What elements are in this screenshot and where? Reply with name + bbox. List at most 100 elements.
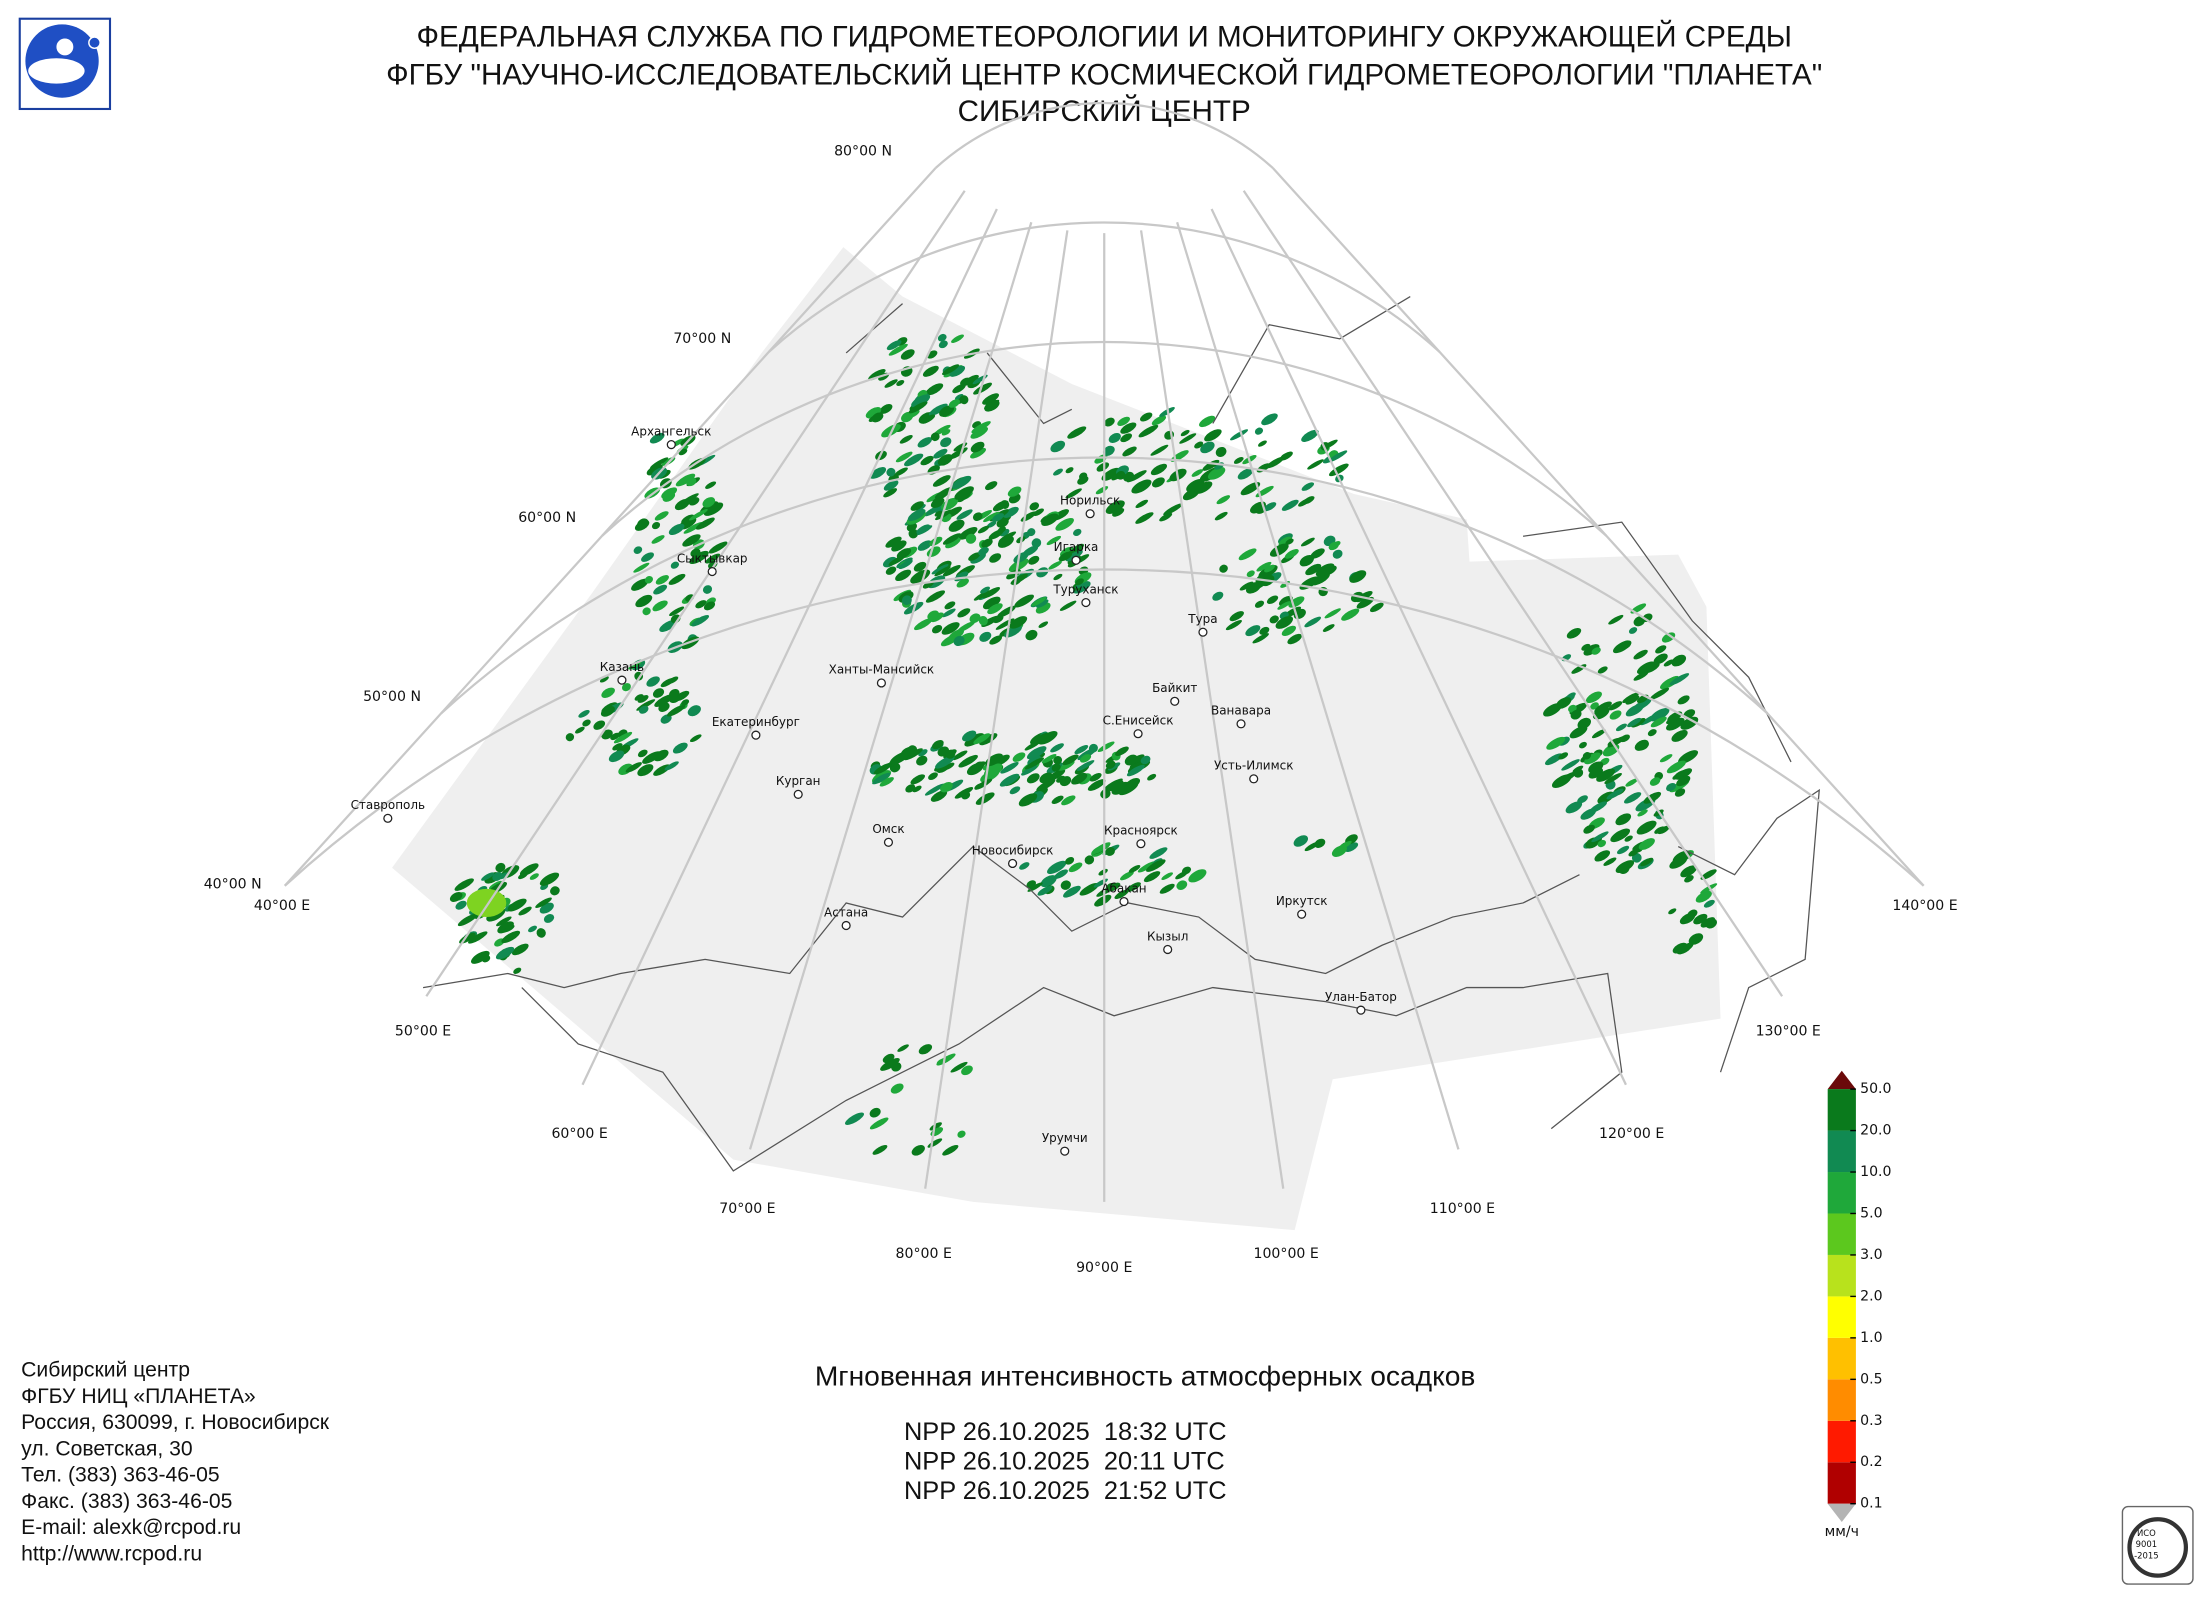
precip-cell <box>1084 855 1095 865</box>
precip-cell <box>1041 754 1057 764</box>
meridian-line <box>1272 167 1925 887</box>
precip-cell <box>672 742 688 754</box>
precip-cell <box>949 365 966 377</box>
precip-cell <box>972 512 983 521</box>
precip-cell <box>932 475 951 487</box>
precip-cell <box>922 365 939 377</box>
precip-cell <box>1356 596 1375 609</box>
precip-cell <box>939 405 955 417</box>
city-marker <box>1007 858 1018 869</box>
precip-cell <box>993 754 1010 766</box>
precip-cell <box>1076 760 1095 771</box>
precip-cell <box>1216 495 1231 505</box>
precip-cell <box>1703 899 1715 908</box>
precip-cell <box>988 529 1004 540</box>
coastline <box>845 295 1792 763</box>
city-label: Иркутск <box>1276 894 1328 908</box>
precip-cell <box>1009 616 1028 629</box>
precip-cell <box>1585 691 1602 704</box>
precip-cell <box>1565 801 1583 814</box>
precip-cell <box>982 587 1001 599</box>
labels: 80°00 N 70°00 N 60°00 N 50°00 N 40°00 N 40°00… <box>204 143 1958 1276</box>
precip-cell <box>879 777 894 787</box>
precip-cell <box>948 399 960 408</box>
precip-cell <box>689 550 709 565</box>
precip-cell <box>1671 654 1687 667</box>
precip-cell <box>705 481 717 489</box>
precip-cell <box>1591 729 1606 739</box>
precip-cell <box>1680 716 1699 730</box>
precip-cell <box>1101 467 1121 481</box>
precip-cell <box>1281 625 1297 636</box>
precip-cell <box>890 1083 904 1094</box>
precip-cell <box>1230 429 1249 441</box>
meridian-label: 110°00 E <box>1430 1201 1495 1217</box>
precip-cell <box>913 561 927 572</box>
certificate: ИСО 9001 -2015 <box>2121 1505 2194 1585</box>
city-marker <box>1297 909 1307 919</box>
precip-cell <box>1065 467 1074 474</box>
precip-cell <box>940 437 952 448</box>
precip-cell <box>910 501 924 511</box>
precip-cell <box>924 505 941 517</box>
precip-cell <box>518 872 528 880</box>
precip-cell <box>1581 643 1591 651</box>
precip-cell <box>1126 882 1141 892</box>
precip-cell <box>1263 502 1277 512</box>
precip-cell <box>1071 772 1088 785</box>
precip-cell <box>1676 775 1691 787</box>
city-marker <box>1249 774 1259 784</box>
precip-cell <box>1140 412 1153 422</box>
colorbar-label: 10.0 <box>1860 1164 1891 1180</box>
contact-line: Тел. (383) 363-46-05 <box>21 1464 219 1487</box>
precip-cell <box>497 921 514 934</box>
precip-cell <box>703 502 724 516</box>
precip-cell <box>1638 838 1655 850</box>
precip-cell <box>989 553 1002 563</box>
certificate-text: -2015 <box>2134 1550 2159 1560</box>
precip-cell <box>929 1122 942 1131</box>
precip-cell <box>1369 602 1384 613</box>
pass-line: NPP 26.10.2025 18:32 UTC <box>904 1418 1227 1446</box>
precip-cell <box>954 486 974 500</box>
precip-cell <box>682 534 701 547</box>
precip-cell <box>1561 759 1580 771</box>
precip-cell <box>888 555 905 566</box>
precip-cell <box>1131 479 1152 494</box>
precip-cell <box>468 931 488 944</box>
precip-cell <box>1035 602 1051 614</box>
precip-cell <box>1254 600 1265 608</box>
certificate-text: ИСО <box>2137 1528 2156 1538</box>
precip-cell <box>1079 754 1091 763</box>
precip-cell <box>907 508 926 522</box>
precip-cell <box>1281 499 1299 511</box>
precip-cell <box>1344 842 1359 853</box>
precip-cell <box>1059 776 1072 787</box>
precip-cell <box>1607 736 1626 748</box>
precip-cell <box>535 897 552 909</box>
precip-cell <box>661 487 678 499</box>
precip-cell <box>637 764 654 777</box>
city-label: Ставрополь <box>351 798 426 812</box>
precip-cell <box>1140 755 1151 765</box>
precip-cell <box>880 1058 900 1071</box>
precip-cell <box>912 785 922 793</box>
precip-cell <box>1666 715 1679 725</box>
precip-cell <box>686 477 697 487</box>
precip-cell <box>925 590 946 603</box>
precip-cell <box>1060 880 1071 890</box>
city-label: Улан-Батор <box>1325 990 1397 1004</box>
precip-cell <box>634 520 650 531</box>
precip-cell <box>1036 567 1049 578</box>
precip-cell <box>900 349 915 360</box>
precip-cell <box>898 559 913 570</box>
precip-cell <box>1100 789 1111 799</box>
precip-cell <box>1036 599 1049 608</box>
precip-cell <box>1120 422 1137 434</box>
precip-cell <box>1007 486 1022 497</box>
precip-cell <box>1147 773 1157 781</box>
precip-cell <box>690 548 701 558</box>
contact-block: Сибирский центр ФГБУ НИЦ «ПЛАНЕТА» Россия,… <box>21 1359 330 1566</box>
precip-cell <box>1301 429 1319 442</box>
precip-cell <box>1257 440 1267 447</box>
